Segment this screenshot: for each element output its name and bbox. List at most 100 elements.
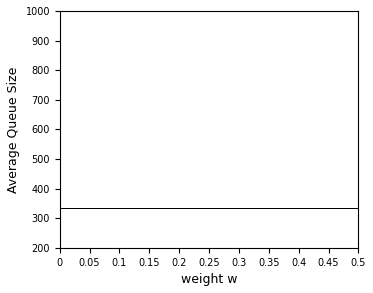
Point xyxy=(289,205,295,210)
Point xyxy=(112,205,117,210)
Point xyxy=(141,205,147,210)
Point xyxy=(103,205,109,210)
Point xyxy=(268,205,274,210)
Point xyxy=(199,205,205,210)
Point xyxy=(200,205,206,210)
Point xyxy=(168,205,174,210)
Point xyxy=(203,205,209,210)
Point xyxy=(92,205,98,210)
Point xyxy=(249,205,255,210)
Point xyxy=(224,205,230,210)
Point xyxy=(288,205,294,210)
Point xyxy=(96,205,102,210)
Point xyxy=(119,205,125,210)
Point xyxy=(348,205,354,210)
Point xyxy=(244,205,250,210)
Point xyxy=(338,205,344,210)
Point xyxy=(173,205,179,210)
Point xyxy=(104,205,110,210)
Point xyxy=(274,205,280,210)
Point xyxy=(226,205,232,210)
Point xyxy=(344,205,350,210)
Point xyxy=(305,205,311,210)
Point xyxy=(282,205,288,210)
Point xyxy=(299,205,305,210)
Point xyxy=(208,205,214,210)
Point xyxy=(153,205,159,210)
Point xyxy=(222,205,228,210)
Point xyxy=(65,205,71,210)
Point xyxy=(70,205,76,210)
Point xyxy=(245,205,251,210)
Point xyxy=(132,205,138,210)
Point xyxy=(273,205,279,210)
Point xyxy=(114,205,120,210)
Point xyxy=(110,205,116,210)
Point xyxy=(310,205,316,210)
Point xyxy=(256,205,262,210)
Point xyxy=(136,205,142,210)
Point xyxy=(332,205,338,210)
Point xyxy=(354,205,360,210)
Point xyxy=(72,205,78,210)
Point xyxy=(127,205,133,210)
Point xyxy=(347,205,353,210)
Point xyxy=(74,205,80,210)
Point xyxy=(226,205,232,210)
Point xyxy=(281,205,287,210)
Point xyxy=(264,205,270,210)
Point xyxy=(177,205,183,210)
Point xyxy=(84,205,90,210)
Point xyxy=(306,205,312,210)
Point xyxy=(210,205,216,210)
Point xyxy=(257,205,263,210)
Point xyxy=(107,205,113,210)
Point xyxy=(189,205,195,210)
Point xyxy=(298,205,304,210)
Point xyxy=(289,205,295,210)
Point xyxy=(291,205,297,210)
Point xyxy=(163,205,169,210)
Point xyxy=(74,205,80,210)
Point xyxy=(119,205,125,210)
Point xyxy=(81,205,87,210)
Point xyxy=(222,205,228,210)
Point xyxy=(134,205,140,210)
Point xyxy=(125,205,131,210)
Point xyxy=(305,205,311,210)
Point xyxy=(193,205,199,210)
Point xyxy=(241,205,247,210)
Point xyxy=(117,205,123,210)
Point xyxy=(333,205,339,210)
Point xyxy=(263,205,269,210)
Point xyxy=(280,205,286,210)
Point xyxy=(190,205,196,210)
Point xyxy=(101,205,107,210)
Point xyxy=(173,205,179,210)
Point xyxy=(324,205,330,210)
Point xyxy=(82,205,88,210)
Point xyxy=(110,205,116,210)
Point xyxy=(211,205,217,210)
Point xyxy=(326,205,332,210)
Point xyxy=(317,205,323,210)
Point xyxy=(293,205,299,210)
Point xyxy=(211,205,217,210)
Point xyxy=(97,205,103,210)
Point xyxy=(191,205,197,210)
Point xyxy=(73,205,79,210)
Point xyxy=(214,205,220,210)
Point xyxy=(121,205,127,210)
Point xyxy=(308,205,314,210)
Point xyxy=(223,205,229,210)
Point xyxy=(122,205,128,210)
Point xyxy=(76,205,82,210)
Point xyxy=(296,205,302,210)
Point xyxy=(213,205,219,210)
Point xyxy=(152,205,158,210)
Point xyxy=(350,205,356,210)
Point xyxy=(251,205,257,210)
Point xyxy=(78,205,84,210)
Point xyxy=(308,205,314,210)
Point xyxy=(172,205,178,210)
